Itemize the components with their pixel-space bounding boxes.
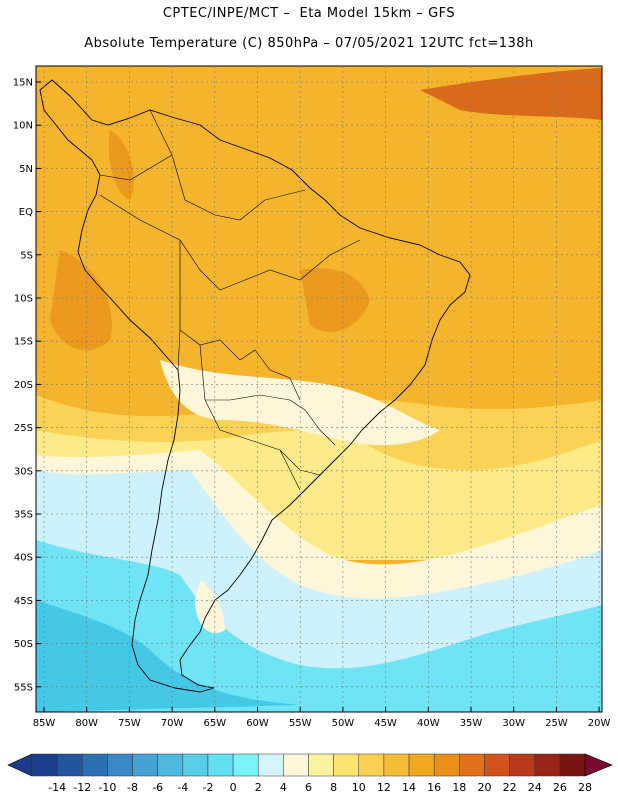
colorbar-label: 20: [477, 781, 491, 794]
country-borders: [99, 109, 361, 491]
colorbar-label: -10: [98, 781, 116, 794]
colorbar-swatch: [408, 753, 435, 777]
color-scale: -14 -12 -10 -8 -6 -4 -2 0 2 4 6 8 10 12 14 16 18 20 22 24 26…: [7, 753, 613, 794]
colorbar-swatch: [31, 753, 58, 777]
colorbar-swatch: [358, 753, 385, 777]
lon-label: 70W: [161, 718, 184, 729]
colorbar-swatch: [257, 753, 284, 777]
colorbar-swatch: [333, 753, 360, 777]
lat-label: 10S: [14, 294, 33, 305]
chart-title-line1: CPTEC/INPE/MCT – Eta Model 15km – GFS: [162, 6, 456, 21]
colorbar-low-arrow: [7, 753, 33, 777]
lat-label: 30S: [14, 466, 33, 477]
lat-label: 20S: [14, 380, 33, 391]
colorbar-label: 8: [330, 781, 337, 794]
lon-label: 75W: [118, 718, 141, 729]
lon-label: 20W: [588, 718, 611, 729]
lon-label: 40W: [417, 718, 440, 729]
colorbar-label: 24: [528, 781, 542, 794]
colorbar-swatch: [433, 753, 460, 777]
lon-label: 30W: [502, 718, 525, 729]
colorbar-label: 0: [230, 781, 237, 794]
colorbar-swatch: [82, 753, 108, 777]
field-hot-interior: [50, 130, 370, 351]
lat-label: 35S: [14, 510, 33, 521]
colorbar-label: -6: [152, 781, 163, 794]
colorbar-label: 12: [377, 781, 391, 794]
colorbar-label: 28: [578, 781, 592, 794]
colorbar-swatch: [182, 753, 209, 777]
lat-label: 55S: [14, 682, 33, 693]
lon-label: 25W: [545, 718, 568, 729]
lon-label: 50W: [332, 718, 355, 729]
lat-label: 5N: [19, 164, 33, 175]
field-deep-cold-band: [36, 600, 300, 712]
lat-label: 50S: [14, 639, 33, 650]
lon-label: 35W: [460, 718, 483, 729]
colorbar-swatch: [534, 753, 561, 777]
colorbar-label: -8: [127, 781, 138, 794]
map-frame: [35, 65, 603, 713]
colorbar-label: 2: [255, 781, 262, 794]
colorbar-swatch: [383, 753, 410, 777]
lat-label: 45S: [14, 596, 33, 607]
colorbar-label: -14: [48, 781, 66, 794]
chart-title-line2: Absolute Temperature (C) 850hPa – 07/05/…: [84, 36, 534, 51]
lat-label: EQ: [19, 207, 33, 218]
colorbar-swatch: [308, 753, 334, 777]
colorbar-swatch: [207, 753, 234, 777]
colorbar-label: 4: [280, 781, 287, 794]
colorbar-swatch: [132, 753, 158, 777]
latitude-labels: 15N 10N 5N EQ 5S 10S 15S 20S 25S 30S 35S 40S 45S 50S 5…: [13, 78, 33, 694]
colorbar-label: 18: [452, 781, 466, 794]
lon-label: 45W: [374, 718, 397, 729]
colorbar-swatch: [232, 753, 259, 777]
lon-label: 85W: [33, 718, 56, 729]
lon-label: 60W: [246, 718, 269, 729]
colorbar-label: 22: [503, 781, 517, 794]
colorbar-label: -12: [73, 781, 91, 794]
graticule: [36, 66, 602, 712]
lon-label: 80W: [75, 718, 98, 729]
lon-label: 55W: [289, 718, 312, 729]
colorbar-swatch: [56, 753, 83, 777]
colorbar-label: 6: [305, 781, 312, 794]
field-colder-band: [36, 540, 602, 712]
colorbar-swatch: [459, 753, 485, 777]
colorbar-label: 14: [402, 781, 416, 794]
lon-label: 65W: [203, 718, 226, 729]
continent-outlines: [39, 79, 471, 693]
field-patagonia-warm-spot: [195, 580, 225, 634]
lat-label: 5S: [20, 250, 33, 261]
colorbar-swatch: [107, 753, 133, 777]
colorbar-swatch: [509, 753, 535, 777]
colorbar-label: 26: [553, 781, 567, 794]
south-america-coastline: [39, 79, 471, 693]
colorbar-swatch: [283, 753, 309, 777]
colorbar-label: -2: [202, 781, 213, 794]
colorbar-label: 10: [352, 781, 366, 794]
lat-label: 10N: [13, 121, 33, 132]
colorbar-swatch: [484, 753, 510, 777]
colorbar-swatch: [559, 753, 586, 777]
lat-label: 15N: [13, 78, 33, 89]
colorbar-high-arrow: [584, 753, 613, 777]
colorbar-label: -4: [177, 781, 188, 794]
lat-label: 15S: [14, 337, 33, 348]
lat-label: 25S: [14, 423, 33, 434]
temperature-field: [36, 66, 602, 712]
colorbar-swatch: [157, 753, 184, 777]
lat-label: 40S: [14, 553, 33, 564]
longitude-labels: 85W 80W 75W 70W 65W 60W 55W 50W 45W 40W 35W 30W 25W 2…: [33, 718, 611, 729]
colorbar-label: 16: [427, 781, 441, 794]
